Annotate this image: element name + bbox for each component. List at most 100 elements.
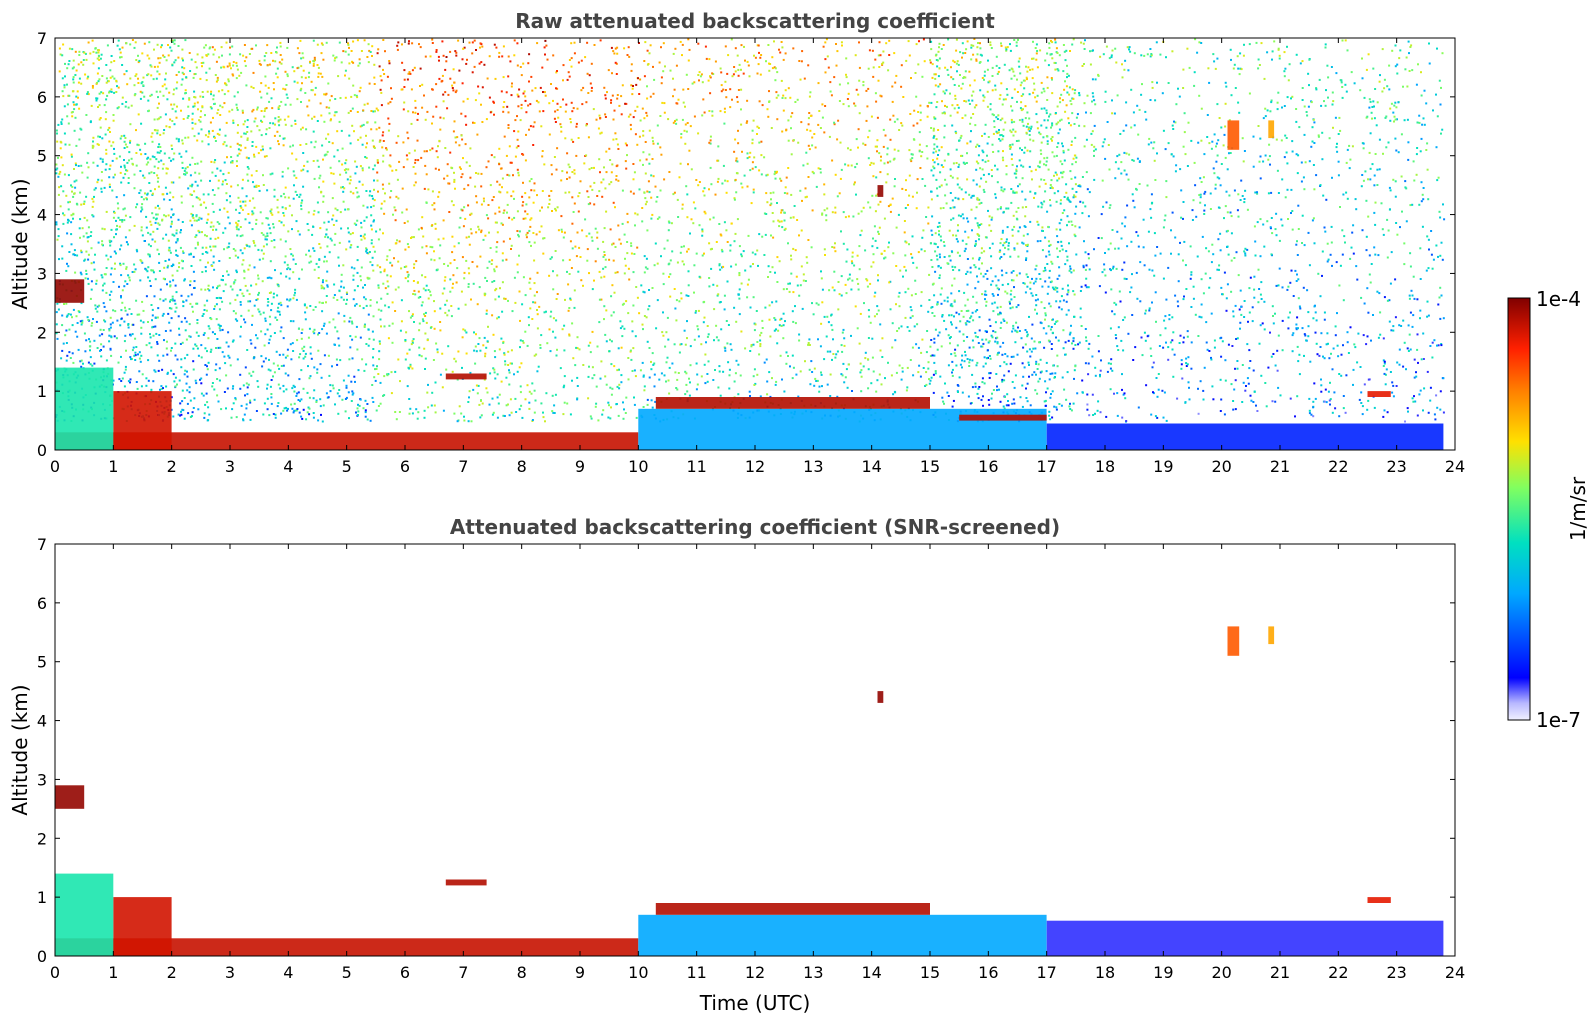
feature-aerosol-plume <box>55 873 114 956</box>
y-tick-label: 6 <box>37 88 47 107</box>
feature-cirrus <box>1268 120 1275 139</box>
x-tick-label: 4 <box>283 963 293 982</box>
x-tick-label: 0 <box>50 963 60 982</box>
x-tick-label: 13 <box>803 963 823 982</box>
x-tick-label: 14 <box>861 963 881 982</box>
x-tick-label: 3 <box>225 963 235 982</box>
x-tick-label: 4 <box>283 457 293 476</box>
x-tick-label: 21 <box>1270 963 1290 982</box>
x-tick-label: 3 <box>225 457 235 476</box>
x-tick-label: 1 <box>108 963 118 982</box>
feature-cloud-layer <box>55 785 85 809</box>
colorbar-gradient <box>1507 297 1531 721</box>
feature-boundary-layer-aerosol <box>55 432 639 450</box>
feature-aerosol-plume <box>113 391 172 450</box>
x-tick-label: 8 <box>517 457 527 476</box>
feature-cloud-layer <box>655 397 930 409</box>
x-axis-label: Time (UTC) <box>699 991 811 1015</box>
y-tick-label: 1 <box>37 888 47 907</box>
x-tick-label: 11 <box>686 457 706 476</box>
x-tick-label: 16 <box>978 457 998 476</box>
y-axis-label: Altitude (km) <box>8 684 32 815</box>
y-tick-label: 3 <box>37 264 47 283</box>
feature-cloud-layer <box>1367 897 1391 903</box>
x-tick-label: 5 <box>342 457 352 476</box>
y-tick-label: 5 <box>37 147 47 166</box>
noise-texture <box>55 38 1446 423</box>
feature-cloud-layer <box>1367 391 1391 397</box>
x-tick-label: 22 <box>1328 963 1348 982</box>
x-tick-label: 14 <box>861 457 881 476</box>
x-tick-label: 15 <box>920 457 940 476</box>
x-tick-label: 0 <box>50 457 60 476</box>
feature-cirrus <box>877 185 884 197</box>
feature-cloud-layer <box>655 903 930 915</box>
y-tick-label: 0 <box>37 441 47 460</box>
x-tick-label: 23 <box>1386 963 1406 982</box>
y-tick-label: 6 <box>37 594 47 613</box>
y-tick-label: 7 <box>37 29 47 48</box>
feature-cloud-layer <box>445 879 487 886</box>
x-tick-label: 2 <box>167 963 177 982</box>
colorbar-max-label: 1e-4 <box>1536 287 1581 311</box>
y-tick-label: 4 <box>37 712 47 731</box>
feature-aerosol-plume <box>55 367 114 450</box>
snr-screened-panel: Attenuated backscattering coefficient (S… <box>8 515 1465 1015</box>
y-tick-label: 4 <box>37 206 47 225</box>
x-tick-label: 17 <box>1036 963 1056 982</box>
y-tick-label: 2 <box>37 829 47 848</box>
x-tick-label: 12 <box>745 963 765 982</box>
x-tick-label: 12 <box>745 457 765 476</box>
x-axis: 0 1 2 3 4 5 6 7 8 9 10 11 12 13 14 15 16 17 18 19 20 21 22 23 24 <box>50 38 1465 476</box>
x-tick-label: 19 <box>1153 457 1173 476</box>
x-tick-label: 10 <box>628 457 648 476</box>
x-tick-label: 23 <box>1386 457 1406 476</box>
x-tick-label: 5 <box>342 963 352 982</box>
panel-title: Attenuated backscattering coefficient (S… <box>450 515 1060 539</box>
colorbar-min-label: 1e-7 <box>1536 708 1581 732</box>
feature-cloud-layer <box>55 279 85 303</box>
x-tick-label: 24 <box>1445 457 1465 476</box>
x-tick-label: 20 <box>1211 457 1231 476</box>
x-tick-label: 17 <box>1036 457 1056 476</box>
heatmap-area <box>55 626 1444 956</box>
x-tick-label: 15 <box>920 963 940 982</box>
feature-cloud-layer <box>959 414 1047 421</box>
x-tick-label: 6 <box>400 457 410 476</box>
feature-cirrus <box>1227 120 1240 150</box>
y-tick-label: 3 <box>37 770 47 789</box>
x-tick-label: 9 <box>575 457 585 476</box>
feature-boundary-layer-aerosol <box>1046 423 1444 450</box>
x-tick-label: 11 <box>686 963 706 982</box>
feature-boundary-layer-aerosol <box>55 938 639 956</box>
x-tick-label: 21 <box>1270 457 1290 476</box>
heatmap-area <box>55 38 1446 450</box>
x-tick-label: 10 <box>628 963 648 982</box>
x-tick-label: 6 <box>400 963 410 982</box>
x-tick-label: 20 <box>1211 963 1231 982</box>
x-tick-label: 13 <box>803 457 823 476</box>
x-tick-label: 18 <box>1095 963 1115 982</box>
y-tick-label: 2 <box>37 323 47 342</box>
feature-cloud-layer <box>445 373 487 380</box>
x-tick-label: 18 <box>1095 457 1115 476</box>
x-tick-label: 8 <box>517 963 527 982</box>
panel-title: Raw attenuated backscattering coefficien… <box>515 9 995 33</box>
x-tick-label: 1 <box>108 457 118 476</box>
feature-cirrus <box>1227 626 1240 656</box>
y-tick-label: 5 <box>37 653 47 672</box>
x-tick-label: 2 <box>167 457 177 476</box>
y-tick-label: 7 <box>37 535 47 554</box>
y-axis: 0 1 2 3 4 5 6 7 <box>37 29 1455 460</box>
x-tick-label: 7 <box>458 457 468 476</box>
y-axis: 0 1 2 3 4 5 6 7 <box>37 535 1455 966</box>
colorbar: 1e-4 1e-7 1/m/sr <box>1507 287 1590 732</box>
feature-boundary-layer-aerosol <box>638 914 1047 956</box>
plot-frame <box>54 37 1456 451</box>
feature-cirrus <box>877 691 884 703</box>
y-tick-label: 1 <box>37 382 47 401</box>
y-axis-label: Altitude (km) <box>8 178 32 309</box>
x-tick-label: 7 <box>458 963 468 982</box>
x-tick-label: 22 <box>1328 457 1348 476</box>
